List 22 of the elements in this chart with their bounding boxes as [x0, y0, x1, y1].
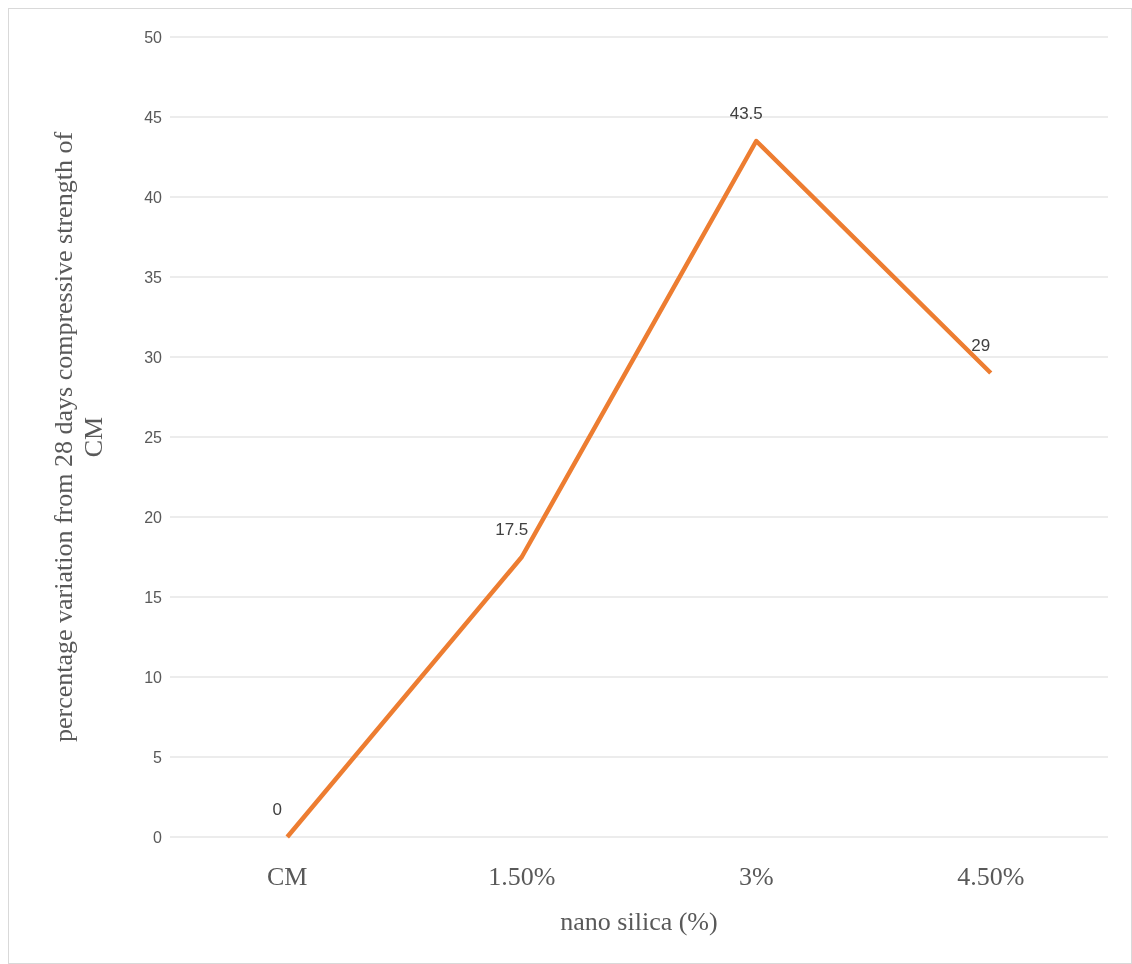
y-tick-label: 50	[144, 28, 163, 46]
x-axis-title: nano silica (%)	[560, 907, 718, 936]
y-axis-title: percentage variation from 28 days compressive strength of CM	[49, 131, 108, 743]
y-tick-label: 5	[153, 748, 163, 766]
data-label: 29	[971, 336, 991, 355]
line-series	[285, 138, 993, 840]
y-tick-label: 15	[144, 588, 163, 606]
x-tick-label: 1.50%	[488, 862, 556, 891]
x-tick-label: 4.50%	[957, 862, 1025, 891]
y-tick-label: 45	[144, 108, 163, 126]
data-label: 0	[272, 800, 282, 819]
y-tick-label: 35	[144, 268, 163, 286]
x-tick-label: CM	[267, 862, 308, 891]
data-label: 43.5	[729, 104, 763, 123]
data-label: 17.5	[495, 520, 529, 539]
y-tick-label: 0	[153, 828, 163, 846]
y-tick-label: 25	[144, 428, 163, 446]
y-tick-label: 20	[144, 508, 163, 526]
x-tick-label: 3%	[738, 862, 774, 891]
y-tick-label: 10	[144, 668, 163, 686]
y-tick-label: 40	[144, 188, 163, 206]
y-tick-label: 30	[144, 348, 163, 366]
